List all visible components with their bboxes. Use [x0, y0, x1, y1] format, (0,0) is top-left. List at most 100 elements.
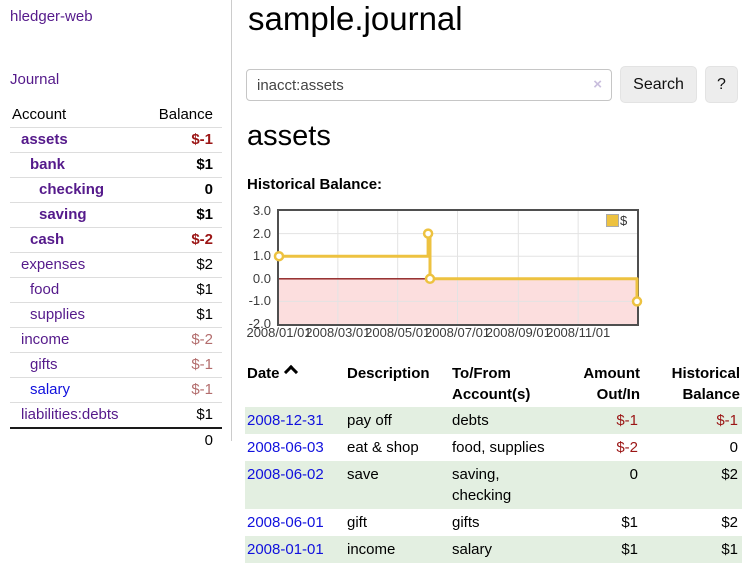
- account-link-gifts[interactable]: gifts: [30, 356, 58, 373]
- x-axis-tick-label: 2008/01/01: [246, 325, 312, 340]
- account-link-saving[interactable]: saving: [39, 206, 87, 223]
- chart-plot-area: [273, 209, 643, 326]
- transaction-description: pay off: [345, 407, 450, 434]
- transaction-accounts: gifts: [452, 514, 480, 531]
- transaction-accounts: debts: [450, 407, 557, 434]
- transaction-description: income: [345, 536, 450, 563]
- transaction-amount: $1: [557, 536, 642, 563]
- legend-label: $: [620, 213, 628, 228]
- account-row: supplies $1: [10, 302, 222, 328]
- chart-title: Historical Balance:: [247, 176, 383, 193]
- account-link-supplies[interactable]: supplies: [30, 306, 86, 323]
- transaction-date-link[interactable]: 2008-06-03: [247, 439, 324, 456]
- x-axis-tick-label: 2008/11/01: [546, 325, 611, 340]
- transaction-balance: $1: [642, 536, 742, 563]
- account-balance: $1: [143, 302, 222, 328]
- register-row: 2008-06-01 gift gifts $1 $2: [245, 509, 742, 536]
- register-table: Date Description To/From Account(s) Amou…: [245, 361, 742, 563]
- accounts-header-row: Account Balance: [10, 102, 222, 128]
- account-row: checking 0: [10, 177, 222, 203]
- account-balance: $-2: [143, 227, 222, 253]
- account-link-bank[interactable]: bank: [30, 156, 66, 173]
- account-row: saving $1: [10, 202, 222, 228]
- account-link-expenses[interactable]: expenses: [21, 256, 86, 273]
- account-balance: $1: [143, 277, 222, 303]
- account-link-checking[interactable]: checking: [39, 181, 105, 198]
- brand-link[interactable]: hledger-web: [10, 8, 93, 25]
- sidebar-item-journal[interactable]: Journal: [10, 71, 60, 88]
- register-col-description: Description: [347, 365, 430, 382]
- help-button[interactable]: ?: [705, 66, 738, 103]
- transaction-balance: $2: [642, 461, 742, 509]
- account-link-income[interactable]: income: [21, 331, 70, 348]
- account-row: salary $-1: [10, 377, 222, 403]
- account-row: income $-2: [10, 327, 222, 353]
- x-axis-tick-label: 2008/03/01: [305, 325, 371, 340]
- x-axis-tick-label: 2008/09/01: [485, 325, 551, 340]
- transaction-description: gift: [347, 514, 368, 531]
- search-button[interactable]: Search: [620, 66, 697, 103]
- account-link-salary[interactable]: salary: [30, 381, 71, 398]
- account-balance: $-1: [143, 377, 222, 403]
- account-balance: $1: [143, 152, 222, 178]
- account-heading: assets: [247, 120, 331, 152]
- clear-search-icon[interactable]: ×: [593, 76, 602, 93]
- transaction-accounts: salary: [450, 536, 557, 563]
- search-input[interactable]: [247, 70, 611, 100]
- y-axis-tick-label: 3.0: [252, 203, 271, 218]
- register-col-amount: Amount Out/In: [583, 365, 640, 403]
- transaction-balance: 0: [729, 439, 738, 456]
- x-axis-tick-label: 2008/05/01: [365, 325, 431, 340]
- account-balance: $-2: [143, 327, 222, 353]
- account-balance: $2: [143, 252, 222, 278]
- accounts-col-account: Account: [10, 102, 144, 128]
- y-axis-tick-label: -1.0: [248, 293, 271, 309]
- account-row: food $1: [10, 277, 222, 303]
- account-link-liabilities-debts[interactable]: liabilities:debts: [21, 406, 119, 423]
- x-axis-tick-label: 2008/07/01: [424, 325, 491, 340]
- sort-ascending-icon: [283, 364, 298, 380]
- y-axis-tick-label: -2.0: [248, 316, 271, 331]
- register-header-row: Date Description To/From Account(s) Amou…: [245, 361, 742, 407]
- register-col-accounts: To/From Account(s): [452, 365, 531, 403]
- transaction-accounts: saving, checking: [450, 461, 557, 509]
- transaction-date-link[interactable]: 2008-12-31: [247, 412, 324, 429]
- transaction-date-link[interactable]: 2008-01-01: [247, 541, 324, 558]
- account-row: bank $1: [10, 152, 222, 178]
- accounts-total-value: 0: [143, 427, 222, 453]
- transaction-balance: $2: [721, 514, 738, 531]
- register-col-date[interactable]: Date: [245, 361, 345, 407]
- accounts-col-balance: Balance: [143, 102, 222, 128]
- y-axis-tick-label: 0.0: [252, 270, 271, 286]
- register-row: 2008-01-01 income salary $1 $1: [245, 536, 742, 563]
- transaction-amount: $-2: [616, 439, 638, 456]
- account-row: liabilities:debts $1: [10, 402, 222, 428]
- account-row: cash $-2: [10, 227, 222, 253]
- transaction-date-link[interactable]: 2008-06-02: [247, 466, 324, 483]
- transaction-amount: $-1: [557, 407, 642, 434]
- account-link-assets[interactable]: assets: [21, 131, 68, 148]
- register-col-balance: Historical Balance: [671, 365, 740, 403]
- y-axis-tick-label: 2.0: [252, 225, 271, 241]
- search-box: ×: [246, 69, 612, 101]
- accounts-table: Account Balance assets $-1 bank $1 checking 0…: [10, 102, 222, 453]
- transaction-balance: $-1: [642, 407, 742, 434]
- transaction-amount: $1: [621, 514, 638, 531]
- transaction-amount: 0: [557, 461, 642, 509]
- account-balance: $1: [143, 402, 222, 428]
- sidebar: hledger-web Journal Account Balance asse…: [0, 0, 232, 453]
- account-row: assets $-1: [10, 128, 222, 153]
- historical-balance-chart: $ 3.0 2.0 1.0 0.0 -1.0 -2.0 2008/01/01 2008/03/…: [245, 200, 742, 350]
- account-row: gifts $-1: [10, 352, 222, 378]
- account-link-cash[interactable]: cash: [30, 231, 65, 248]
- register-row: 2008-06-03 eat & shop food, supplies $-2 0: [245, 434, 742, 461]
- transaction-description: eat & shop: [347, 439, 419, 456]
- account-link-food[interactable]: food: [30, 281, 60, 298]
- register-row: 2008-06-02 save saving, checking 0 $2: [245, 461, 742, 509]
- account-balance: $-1: [143, 352, 222, 378]
- chart-legend: $: [606, 213, 627, 228]
- account-balance: $-1: [191, 131, 213, 148]
- legend-swatch-icon: [606, 214, 619, 227]
- transaction-date-link[interactable]: 2008-06-01: [247, 514, 324, 531]
